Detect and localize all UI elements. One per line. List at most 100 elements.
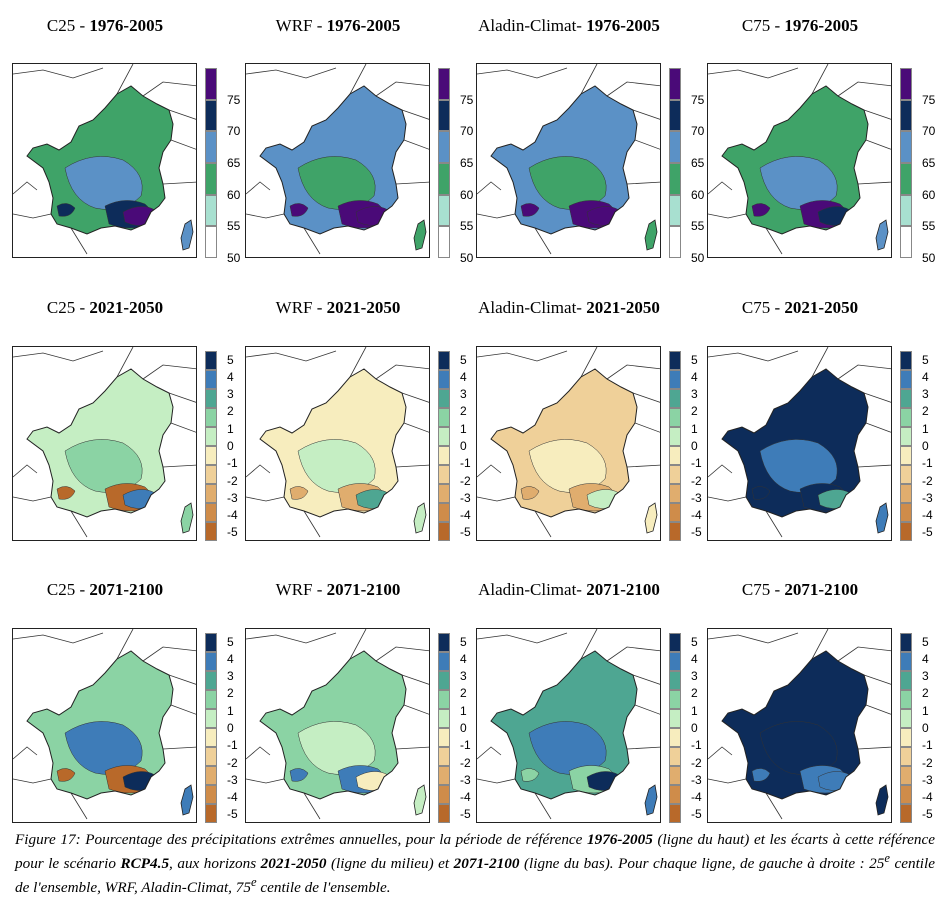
colorbar-tick-label: 5	[460, 634, 467, 649]
colorbar-swatch	[900, 131, 912, 163]
period-label: 2021-2050	[326, 298, 401, 317]
colorbar-swatch	[205, 804, 217, 823]
colorbar-swatch	[900, 163, 912, 195]
panel-title: WRF - 2071-2100	[223, 580, 453, 600]
panel-title: C25 - 2021-2050	[0, 298, 220, 318]
country-borders	[708, 347, 891, 538]
panel-title: C25 - 1976-2005	[0, 16, 220, 36]
colorbar-tick-label: 75	[460, 92, 474, 107]
period-label: 2071-2100	[586, 580, 660, 599]
colorbar-tick-label: 5	[460, 352, 467, 367]
contour-region	[520, 203, 540, 217]
colorbar-swatch	[438, 163, 450, 195]
colorbar-swatch	[205, 446, 217, 465]
colorbar-swatch	[900, 351, 912, 370]
colorbar-swatch	[205, 522, 217, 541]
colorbar-tick-label: -3	[460, 772, 471, 787]
colorbar: -5 -4 -3 -2 -1 0 1 2 3 4 5	[438, 351, 471, 541]
corsica	[180, 784, 194, 816]
period-label: 2021-2050	[89, 298, 164, 317]
france-map	[477, 347, 660, 538]
colorbar-swatch	[438, 408, 450, 427]
colorbar-tick-label: 3	[922, 387, 929, 402]
colorbar-tick-label: 60	[227, 187, 241, 202]
colorbar-tick-label: 2	[691, 404, 698, 419]
colorbar-swatch	[669, 804, 681, 823]
france-outline	[490, 650, 638, 800]
colorbar-tick-label: -1	[691, 456, 702, 471]
contour-region	[520, 486, 540, 500]
colorbar-swatch	[669, 633, 681, 652]
contour-region	[759, 721, 838, 775]
corsica	[180, 219, 194, 251]
colorbar-tick-label: 3	[227, 387, 234, 402]
corsica	[644, 784, 658, 816]
map-panel	[707, 63, 892, 258]
country-borders	[246, 64, 429, 255]
colorbar-swatch	[669, 709, 681, 728]
colorbar-tick-label: 0	[460, 439, 467, 453]
colorbar-tick-label: 5	[227, 352, 234, 367]
colorbar-tick-label: -1	[227, 738, 238, 753]
colorbar-tick-label: 65	[460, 156, 474, 170]
model-name: C25 -	[46, 580, 90, 599]
colorbar-swatch	[205, 728, 217, 747]
contour-region	[297, 156, 376, 210]
period-label: 1976-2005	[586, 16, 660, 35]
colorbar-tick-label: 65	[227, 156, 241, 170]
colorbar-swatch	[438, 465, 450, 484]
contour-region	[289, 768, 309, 782]
colorbar-swatch	[438, 671, 450, 690]
colorbar-tick-label: -3	[922, 490, 933, 505]
corsica	[644, 219, 658, 251]
colorbar-swatch	[438, 633, 450, 652]
colorbar-tick-label: -2	[691, 755, 702, 770]
colorbar-swatch	[205, 484, 217, 503]
model-name: Aladin-Climat-	[478, 16, 587, 35]
colorbar-swatch	[900, 226, 912, 258]
colorbar-swatch	[438, 131, 450, 163]
france-outline	[721, 650, 869, 800]
france-outline	[490, 368, 638, 518]
colorbar-tick-label: 55	[227, 219, 241, 234]
contour-region	[122, 206, 158, 226]
colorbar-swatch	[205, 408, 217, 427]
colorbar-tick-label: 2	[691, 686, 698, 701]
france-map	[13, 347, 196, 538]
colorbar-tick-label: 50	[691, 251, 705, 265]
colorbar-tick-label: 2	[922, 404, 929, 419]
colorbar-tick-label: 5	[922, 352, 929, 367]
contour-region	[586, 489, 622, 509]
colorbar-tick-label: -5	[460, 525, 471, 540]
colorbar-tick-label: 3	[460, 669, 467, 684]
colorbar-tick-label: 50	[460, 251, 474, 265]
france-map	[477, 629, 660, 820]
colorbar-swatch	[669, 408, 681, 427]
contour-region	[520, 768, 540, 782]
panel-title: C25 - 2071-2100	[0, 580, 220, 600]
colorbar-tick-label: 65	[922, 156, 936, 170]
corsica	[413, 784, 427, 816]
colorbar-tick-label: -2	[922, 755, 933, 770]
corsica	[413, 502, 427, 534]
colorbar-tick-label: 1	[691, 703, 698, 718]
colorbar-swatch	[205, 690, 217, 709]
contour-region	[297, 439, 376, 493]
period-label: 2071-2100	[326, 580, 401, 599]
corsica	[875, 502, 889, 534]
colorbar-swatch	[669, 465, 681, 484]
contour-region	[297, 721, 376, 775]
colorbar-swatch	[900, 484, 912, 503]
colorbar-tick-label: -3	[691, 772, 702, 787]
panel-title: C75 - 1976-2005	[685, 16, 915, 36]
colorbar-tick-label: -5	[691, 807, 702, 822]
colorbar-tick-label: -2	[227, 755, 238, 770]
colorbar-tick-label: 5	[691, 352, 698, 367]
colorbar-tick-label: 0	[691, 439, 698, 453]
colorbar-swatch	[900, 408, 912, 427]
contour-region	[817, 489, 853, 509]
period-label: 2071-2100	[784, 580, 859, 599]
model-name: C25 -	[46, 298, 90, 317]
colorbar-tick-label: -4	[691, 790, 702, 805]
